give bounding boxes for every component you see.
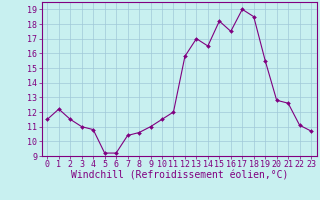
X-axis label: Windchill (Refroidissement éolien,°C): Windchill (Refroidissement éolien,°C) — [70, 171, 288, 181]
